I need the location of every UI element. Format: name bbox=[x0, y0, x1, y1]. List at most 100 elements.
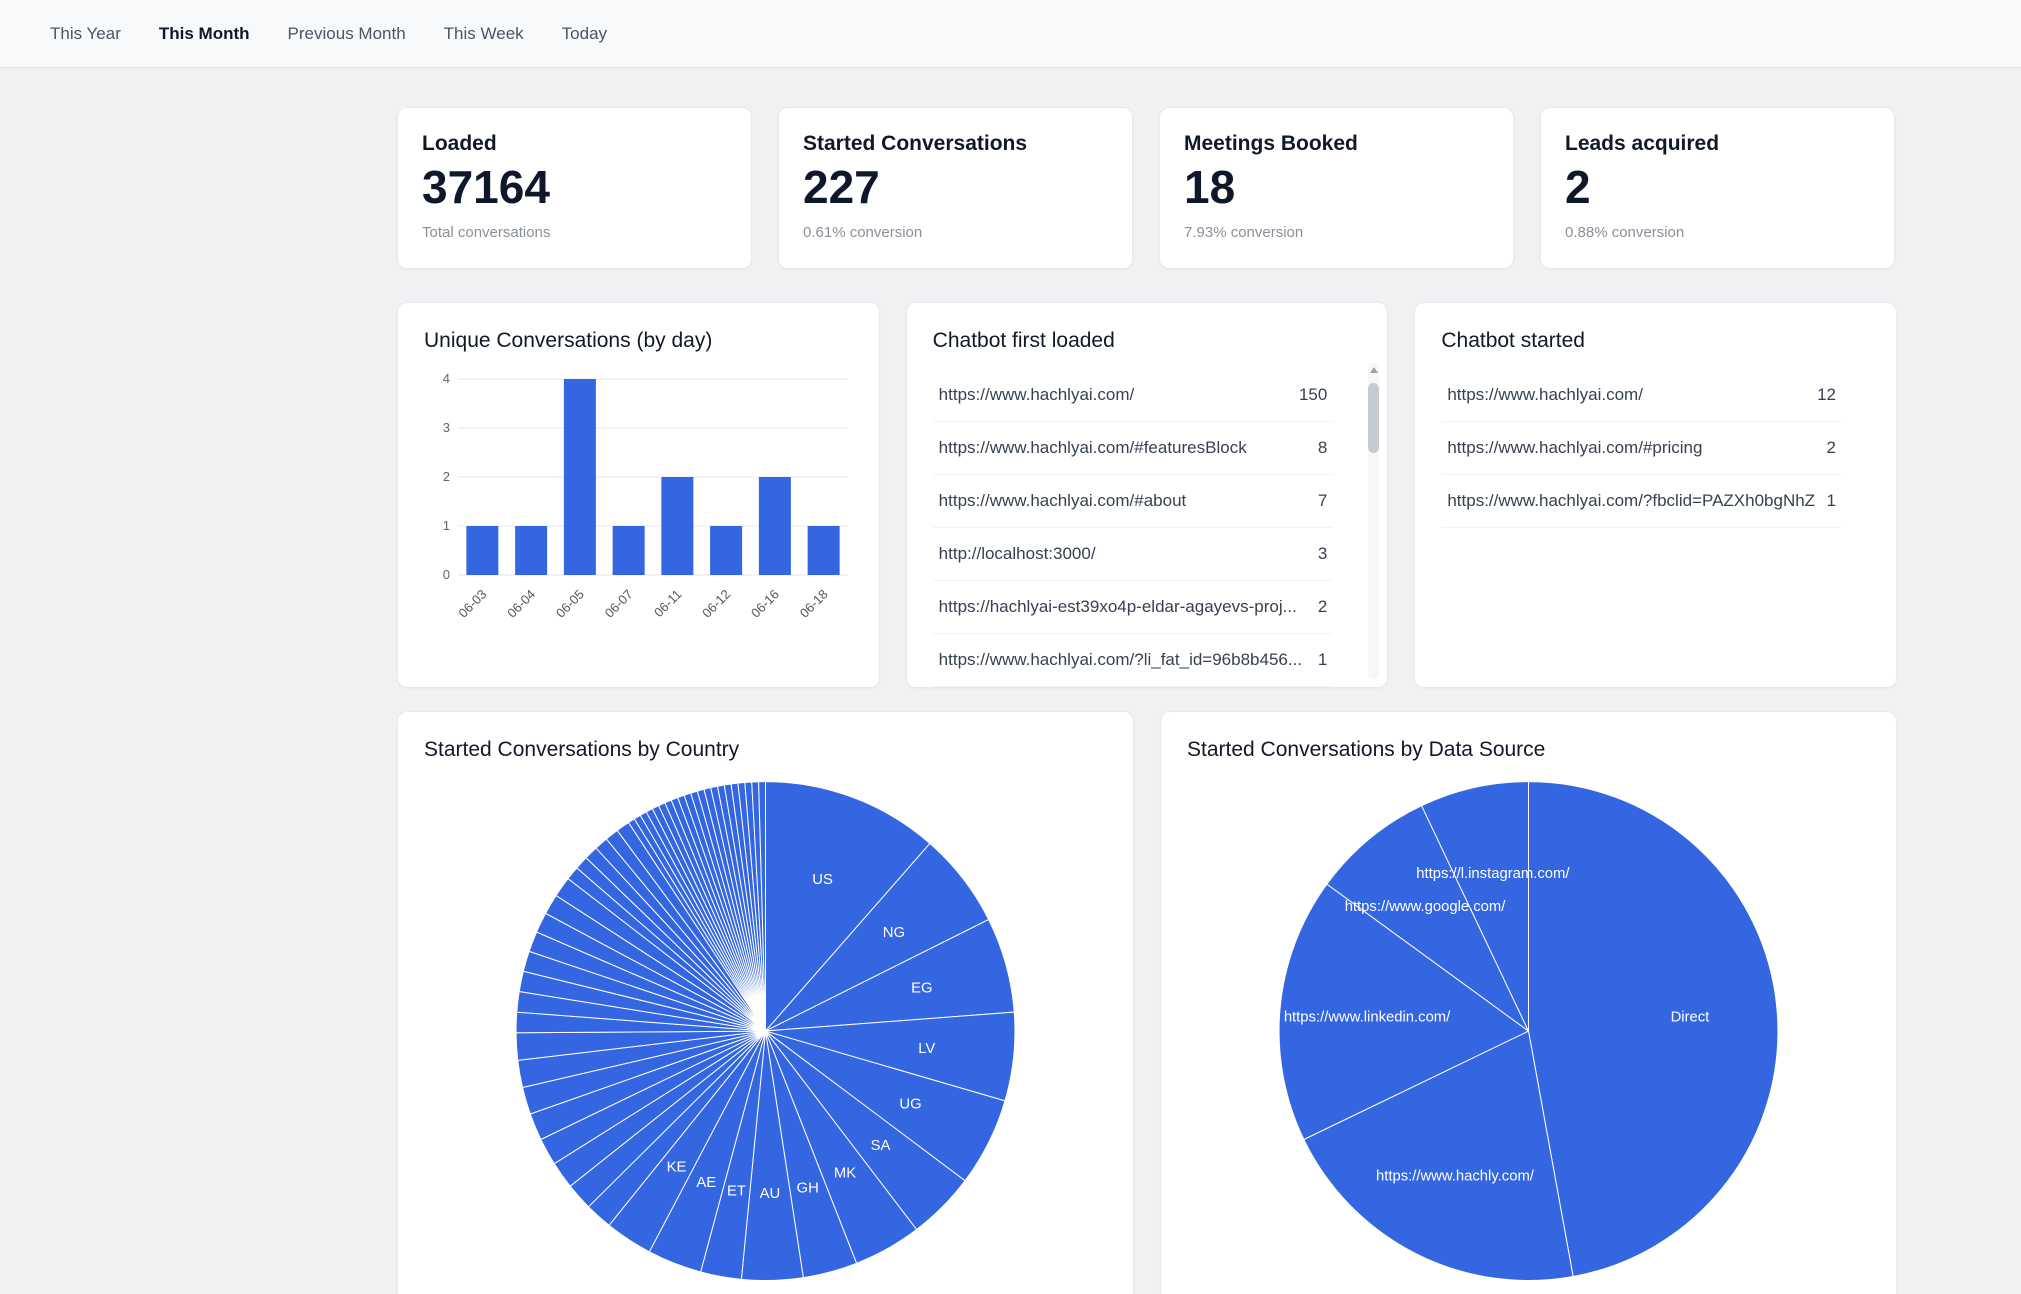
by-source-title: Started Conversations by Data Source bbox=[1187, 738, 1546, 761]
svg-text:GH: GH bbox=[797, 1181, 819, 1197]
url-count: 8 bbox=[1317, 438, 1328, 457]
stat-title: Meetings Booked bbox=[1184, 132, 1358, 155]
middle-row: Unique Conversations (by day) 0 1 2 3 4 06-03… bbox=[397, 302, 1898, 688]
svg-text:06-16: 06-16 bbox=[748, 587, 782, 621]
stat-value: 2 bbox=[1565, 161, 1591, 213]
url-list-item: https://hachlyai-est39xo4p-eldar-agayevs… bbox=[932, 581, 1334, 634]
chatbot-started-list: https://www.hachlyai.com/ 12 https://www… bbox=[1441, 369, 1870, 528]
period-tab-label: This Week bbox=[443, 23, 524, 43]
svg-text:MK: MK bbox=[834, 1165, 856, 1181]
chatbot-started-card: Chatbot started https://www.hachlyai.com… bbox=[1414, 302, 1898, 688]
url-list-item: https://www.hachlyai.com/?li_fat_id=96b8… bbox=[932, 634, 1334, 687]
url-count: 2 bbox=[1317, 597, 1328, 616]
source-pie-chart: Direct https://www.hachly.com/https://www… bbox=[1187, 776, 1870, 1294]
svg-text:3: 3 bbox=[443, 420, 450, 435]
stat-card: Meetings Booked 18 7.93% conversion bbox=[1159, 107, 1514, 269]
stat-value: 18 bbox=[1184, 161, 1236, 213]
svg-text:06-03: 06-03 bbox=[455, 587, 489, 621]
url-count: 2 bbox=[1826, 438, 1837, 457]
svg-text:06-11: 06-11 bbox=[651, 587, 684, 620]
period-tab[interactable]: This Week bbox=[444, 24, 524, 44]
stat-card: Started Conversations 227 0.61% conversi… bbox=[778, 107, 1133, 269]
svg-text:https://www.hachly.com/: https://www.hachly.com/ bbox=[1376, 1169, 1535, 1185]
url-count: 7 bbox=[1317, 491, 1328, 510]
svg-text:06-07: 06-07 bbox=[602, 587, 636, 621]
scrollbar-up-arrow-icon[interactable] bbox=[1370, 367, 1379, 373]
bar-chart-svg: 0 1 2 3 4 06-03 06-04 06-05 06-07 06-11 06-12 06-16… bbox=[443, 371, 848, 621]
svg-text:LV: LV bbox=[918, 1041, 935, 1057]
url-list-item: https://www.hachlyai.com/#pricing 2 bbox=[1441, 422, 1843, 475]
stat-caption: 0.61% conversion bbox=[803, 224, 923, 241]
url-text: https://www.hachlyai.com/#pricing bbox=[1447, 438, 1703, 457]
stat-caption: 7.93% conversion bbox=[1184, 224, 1304, 241]
conversations-by-country-card: Started Conversations by Country US NG EG L… bbox=[397, 711, 1134, 1294]
svg-text:https://www.linkedin.com/: https://www.linkedin.com/ bbox=[1284, 1009, 1451, 1025]
by-country-title: Started Conversations by Country bbox=[424, 738, 740, 761]
url-text: https://www.hachlyai.com/?fbclid=PAZXh0b… bbox=[1447, 491, 1815, 510]
svg-text:06-12: 06-12 bbox=[699, 587, 733, 621]
url-count: 150 bbox=[1298, 385, 1328, 404]
url-list-item: https://www.hachlyai.com/#featuresBlock … bbox=[932, 422, 1334, 475]
stat-title: Leads acquired bbox=[1565, 132, 1720, 155]
period-tab[interactable]: Today bbox=[562, 24, 607, 44]
url-text: https://www.hachlyai.com/?li_fat_id=96b8… bbox=[938, 650, 1303, 669]
svg-text:06-05: 06-05 bbox=[553, 587, 587, 621]
chatbot-first-loaded-card: Chatbot first loaded https://www.hachlya… bbox=[905, 302, 1389, 688]
period-tab-label: Previous Month bbox=[287, 23, 406, 43]
bottom-row: Started Conversations by Country US NG EG L… bbox=[397, 711, 1897, 1294]
stat-card: Loaded 37164 Total conversations bbox=[397, 107, 752, 269]
chatbot-first-loaded-list: https://www.hachlyai.com/ 150 https://ww… bbox=[932, 369, 1362, 687]
svg-text:https://l.instagram.com/: https://l.instagram.com/ bbox=[1416, 866, 1570, 882]
conversations-by-source-card: Started Conversations by Data Source Dir… bbox=[1160, 711, 1897, 1294]
unique-conversations-title: Unique Conversations (by day) bbox=[424, 329, 713, 352]
period-tabs: This Year This Month Previous Month This… bbox=[50, 24, 607, 44]
svg-text:US: US bbox=[812, 872, 833, 888]
url-text: https://www.hachlyai.com/#featuresBlock bbox=[938, 438, 1247, 457]
svg-text:06-04: 06-04 bbox=[504, 587, 538, 621]
svg-text:ET: ET bbox=[727, 1184, 746, 1200]
url-text: https://www.hachlyai.com/ bbox=[938, 385, 1135, 404]
stat-caption: Total conversations bbox=[422, 224, 551, 241]
stat-value: 227 bbox=[803, 161, 880, 213]
url-count: 3 bbox=[1317, 544, 1328, 563]
svg-text:NG: NG bbox=[883, 925, 905, 941]
url-list-item: https://www.hachlyai.com/ 150 bbox=[932, 369, 1334, 422]
svg-text:UG: UG bbox=[899, 1097, 921, 1113]
url-count: 12 bbox=[1817, 385, 1837, 404]
svg-text:2: 2 bbox=[443, 469, 450, 484]
period-tab[interactable]: This Year bbox=[50, 24, 121, 44]
period-tab[interactable]: Previous Month bbox=[288, 24, 406, 44]
period-tab-label: This Year bbox=[50, 23, 121, 43]
stats-row: Loaded 37164 Total conversations Started… bbox=[397, 107, 1897, 269]
period-tab-label: This Month bbox=[158, 23, 250, 43]
url-count: 1 bbox=[1826, 491, 1837, 510]
chatbot-first-loaded-title: Chatbot first loaded bbox=[932, 329, 1115, 352]
source-pie-svg: Direct https://www.hachly.com/https://www… bbox=[1278, 781, 1779, 1281]
url-count: 1 bbox=[1317, 650, 1328, 669]
url-text: https://hachlyai-est39xo4p-eldar-agayevs… bbox=[938, 597, 1297, 616]
svg-text:EG: EG bbox=[911, 981, 932, 997]
url-text: https://www.hachlyai.com/ bbox=[1447, 385, 1643, 404]
svg-text:0: 0 bbox=[443, 567, 450, 582]
stat-caption: 0.88% conversion bbox=[1565, 224, 1685, 241]
dashboard-content: Loaded 37164 Total conversations Started… bbox=[397, 68, 1898, 1294]
period-tab[interactable]: This Month bbox=[159, 24, 250, 44]
stat-value: 37164 bbox=[422, 161, 550, 213]
list-scrollbar[interactable] bbox=[1368, 363, 1380, 679]
url-text: https://www.hachlyai.com/#about bbox=[938, 491, 1187, 510]
svg-text:https://www.google.com/: https://www.google.com/ bbox=[1345, 899, 1507, 915]
chatbot-started-title: Chatbot started bbox=[1441, 329, 1585, 352]
svg-text:Direct: Direct bbox=[1671, 1009, 1711, 1025]
stat-card: Leads acquired 2 0.88% conversion bbox=[1540, 107, 1895, 269]
scrollbar-thumb[interactable] bbox=[1368, 383, 1380, 453]
svg-text:SA: SA bbox=[871, 1138, 891, 1154]
svg-text:AU: AU bbox=[760, 1186, 781, 1202]
stat-title: Started Conversations bbox=[803, 132, 1028, 155]
unique-conversations-chart: 0 1 2 3 4 06-03 06-04 06-05 06-07 06-11 06-12 06-16… bbox=[424, 363, 853, 655]
svg-text:KE: KE bbox=[667, 1160, 687, 1176]
url-list-item: https://www.hachlyai.com/#about 7 bbox=[932, 475, 1334, 528]
country-pie-svg: US NG EG LV UG SA MK GH AU ET AE KE bbox=[515, 781, 1016, 1281]
svg-text:4: 4 bbox=[443, 371, 450, 386]
url-list-item: https://www.hachlyai.com/ 12 bbox=[1441, 369, 1843, 422]
svg-text:AE: AE bbox=[696, 1175, 716, 1191]
